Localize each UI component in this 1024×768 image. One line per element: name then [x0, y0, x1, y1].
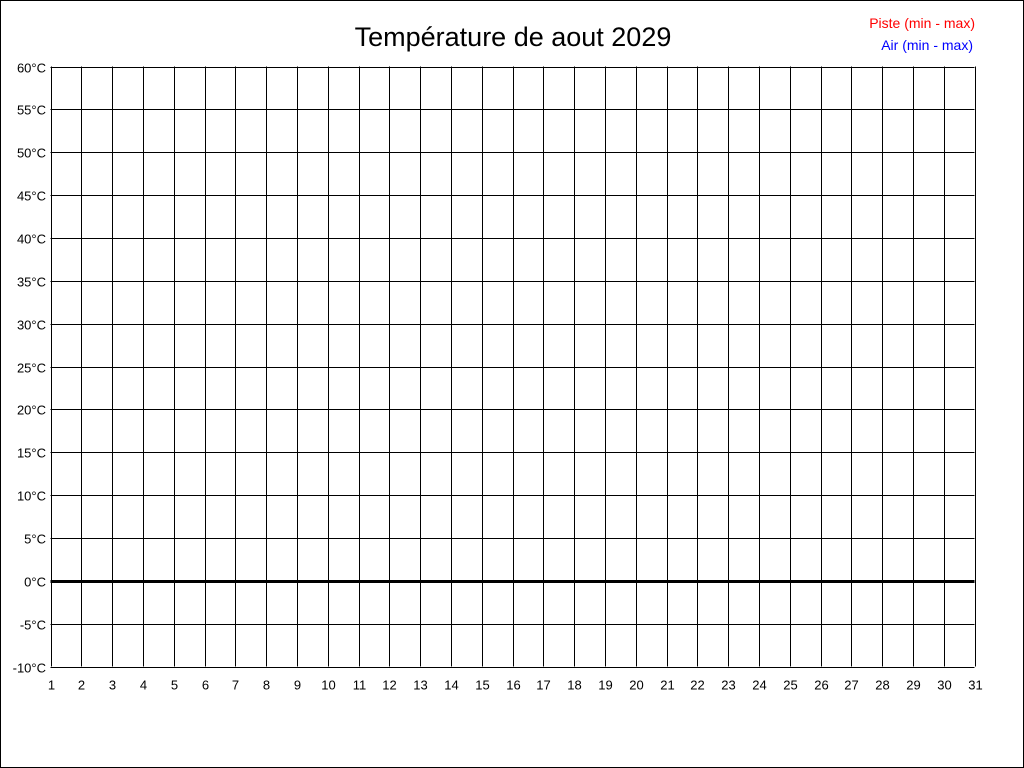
legend-air: Air (min - max): [881, 37, 973, 53]
chart-title: Température de aout 2029: [355, 22, 672, 52]
x-tick-label: 17: [536, 678, 550, 693]
x-tick-label: 1: [48, 678, 55, 693]
x-tick-label: 2: [78, 678, 85, 693]
x-tick-label: 30: [937, 678, 951, 693]
x-tick-label: 22: [690, 678, 704, 693]
x-tick-label: 3: [109, 678, 116, 693]
y-tick-label: 40°C: [17, 232, 46, 247]
x-tick-label: 27: [844, 678, 858, 693]
y-tick-label: 35°C: [17, 275, 46, 290]
y-tick-label: 10°C: [17, 489, 46, 504]
y-tick-label: -10°C: [13, 661, 46, 676]
y-tick-label: 30°C: [17, 318, 46, 333]
y-tick-label: 50°C: [17, 146, 46, 161]
x-tick-label: 19: [598, 678, 612, 693]
y-tick-label: 60°C: [17, 61, 46, 76]
x-tick-label: 21: [660, 678, 674, 693]
x-tick-label: 9: [294, 678, 301, 693]
x-tick-label: 15: [475, 678, 489, 693]
x-tick-label: 8: [263, 678, 270, 693]
y-tick-label: 5°C: [24, 532, 46, 547]
y-tick-label: 20°C: [17, 403, 46, 418]
y-tick-label: 45°C: [17, 189, 46, 204]
x-tick-label: 18: [567, 678, 581, 693]
x-tick-label: 16: [506, 678, 520, 693]
x-tick-label: 23: [721, 678, 735, 693]
x-tick-label: 5: [171, 678, 178, 693]
x-tick-label: 6: [202, 678, 209, 693]
x-tick-label: 13: [413, 678, 427, 693]
x-tick-label: 24: [752, 678, 766, 693]
y-tick-label: -5°C: [20, 618, 46, 633]
x-tick-label: 25: [783, 678, 797, 693]
x-tick-label: 7: [232, 678, 239, 693]
x-tick-label: 14: [444, 678, 458, 693]
x-tick-label: 31: [968, 678, 982, 693]
y-tick-label: 55°C: [17, 103, 46, 118]
x-tick-label: 10: [321, 678, 335, 693]
y-tick-label: 15°C: [17, 446, 46, 461]
x-tick-label: 20: [629, 678, 643, 693]
x-tick-label: 12: [382, 678, 396, 693]
x-tick-label: 26: [814, 678, 828, 693]
legend-piste: Piste (min - max): [869, 15, 975, 31]
y-tick-label: 25°C: [17, 361, 46, 376]
x-tick-label: 4: [140, 678, 147, 693]
y-tick-label: 0°C: [24, 575, 46, 590]
x-tick-label: 11: [353, 678, 367, 693]
x-tick-label: 28: [875, 678, 889, 693]
x-tick-label: 29: [906, 678, 920, 693]
